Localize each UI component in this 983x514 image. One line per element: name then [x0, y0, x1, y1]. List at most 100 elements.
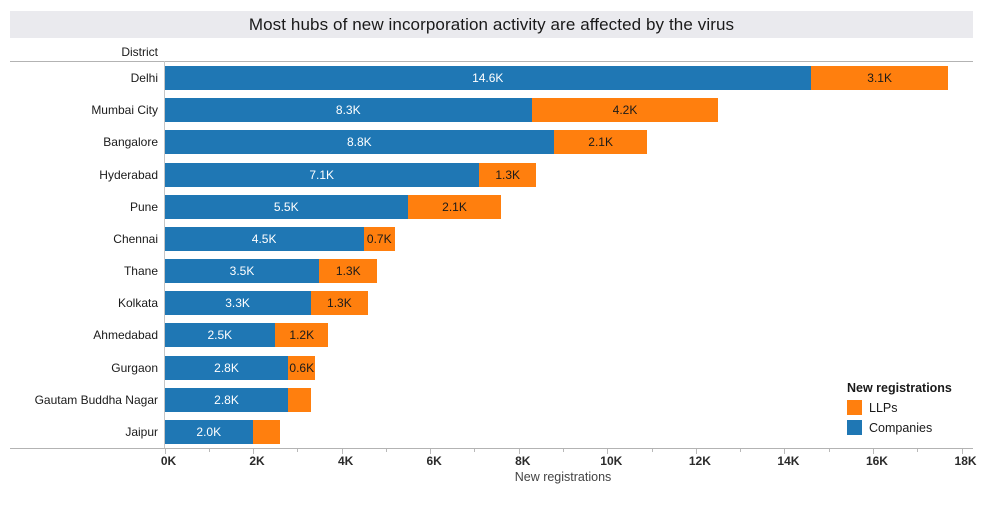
major-tick: [784, 449, 786, 454]
x-axis-title: New registrations: [514, 470, 612, 484]
major-tick: [518, 449, 520, 454]
x-tick-label: 4K: [337, 454, 354, 468]
major-tick: [341, 449, 343, 454]
minor-tick: [740, 449, 742, 452]
x-axis-line: [10, 448, 973, 449]
bar-segment-companies-thane[interactable]: 3.5K: [164, 259, 320, 284]
bar-value-label: 1.2K: [289, 328, 315, 343]
major-tick: [253, 449, 255, 454]
category-label: Ahmedabad: [93, 328, 158, 343]
bar-segment-companies-kolkata[interactable]: 3.3K: [164, 291, 311, 316]
district-column-header: District: [121, 45, 158, 59]
bar-segment-companies-bangalore[interactable]: 8.8K: [164, 130, 555, 155]
category-label: Thane: [123, 264, 158, 279]
bar-segment-companies-hyderabad[interactable]: 7.1K: [164, 162, 479, 187]
bar-segment-llps-ahmedabad[interactable]: 1.2K: [275, 323, 329, 348]
minor-tick: [385, 449, 387, 452]
bar-segment-llps-chennai[interactable]: 0.7K: [363, 226, 395, 251]
bar-segment-companies-gurgaon[interactable]: 2.8K: [164, 355, 289, 380]
category-label: Gurgaon: [111, 360, 158, 375]
major-tick: [430, 449, 432, 454]
category-label: Bangalore: [103, 135, 158, 150]
minor-tick: [563, 449, 565, 452]
bar-segment-companies-jaipur[interactable]: 2.0K: [164, 419, 254, 444]
legend-item-companies[interactable]: Companies: [847, 420, 977, 435]
bar-segment-companies-mumbai-city[interactable]: 8.3K: [164, 98, 533, 123]
category-label: Pune: [129, 199, 158, 214]
bar-value-label: 2.1K: [588, 135, 613, 150]
bar-segment-companies-pune[interactable]: 5.5K: [164, 194, 409, 219]
minor-tick: [208, 449, 210, 452]
llps-swatch-icon: [847, 400, 862, 415]
bar-value-label: 4.2K: [612, 103, 638, 118]
chart-title: Most hubs of new incorporation activity …: [248, 14, 735, 34]
bar-value-label: 2.8K: [214, 392, 239, 407]
header-divider-line: [10, 61, 973, 62]
bar-value-label: 1.3K: [495, 167, 520, 182]
bar-value-label: 2.5K: [207, 328, 233, 343]
major-tick: [607, 449, 609, 454]
bar-value-label: 2.1K: [442, 199, 467, 214]
bar-segment-llps-pune[interactable]: 2.1K: [408, 194, 502, 219]
x-tick-label: 12K: [688, 454, 711, 468]
legend-item-llps[interactable]: LLPs: [847, 400, 977, 415]
companies-swatch-icon: [847, 420, 862, 435]
major-tick: [872, 449, 874, 454]
bar-value-label: 2.0K: [196, 424, 222, 439]
bar-value-label: 8.8K: [346, 135, 372, 150]
bar-value-label: 2.8K: [214, 360, 239, 375]
bar-segment-companies-ahmedabad[interactable]: 2.5K: [164, 323, 276, 348]
x-tick-label: 14K: [777, 454, 800, 468]
legend-title: New registrations: [847, 381, 952, 395]
bar-segment-llps-kolkata[interactable]: 1.3K: [310, 291, 369, 316]
bar-segment-companies-chennai[interactable]: 4.5K: [164, 226, 364, 251]
minor-tick: [651, 449, 653, 452]
bar-value-label: 3.1K: [867, 71, 892, 86]
minor-tick: [474, 449, 476, 452]
bar-segment-companies-gautam-buddha-nagar[interactable]: 2.8K: [164, 387, 289, 412]
category-label: Kolkata: [117, 296, 158, 311]
bar-value-label: 1.3K: [335, 264, 361, 279]
bar-value-label: 4.5K: [251, 231, 277, 246]
x-tick-label: 10K: [600, 454, 623, 468]
legend: New registrations LLPs Companies: [847, 381, 977, 440]
bar-segment-companies-delhi[interactable]: 14.6K: [164, 66, 811, 91]
category-label: Delhi: [130, 71, 158, 86]
bar-value-label: 7.1K: [309, 167, 335, 182]
x-tick-label: 0K: [160, 454, 177, 468]
major-tick: [164, 449, 166, 454]
bar-value-label: 0.7K: [366, 231, 392, 246]
major-tick: [695, 449, 697, 454]
category-label: Chennai: [113, 231, 158, 246]
bar-value-label: 1.3K: [327, 296, 352, 311]
category-label: Gautam Buddha Nagar: [34, 392, 158, 407]
bar-segment-llps-jaipur[interactable]: [253, 419, 280, 444]
x-tick-label: 8K: [515, 454, 531, 468]
bar-segment-llps-gurgaon[interactable]: 0.6K: [288, 355, 316, 380]
category-label: Mumbai City: [91, 103, 158, 118]
bar-segment-llps-mumbai-city[interactable]: 4.2K: [532, 98, 718, 123]
bar-value-label: 3.3K: [225, 296, 250, 311]
bar-segment-llps-delhi[interactable]: 3.1K: [810, 66, 949, 91]
chart-title-band: Most hubs of new incorporation activity …: [10, 11, 973, 38]
bar-value-label: 8.3K: [335, 103, 361, 118]
minor-tick: [297, 449, 299, 452]
bar-value-label: 3.5K: [229, 264, 255, 279]
category-label: Jaipur: [125, 424, 158, 439]
x-tick-label: 6K: [426, 454, 442, 468]
bar-segment-llps-gautam-buddha-nagar[interactable]: [288, 387, 311, 412]
major-tick: [961, 449, 963, 454]
bar-value-label: 5.5K: [273, 199, 299, 214]
bar-value-label: 14.6K: [472, 71, 504, 86]
category-label: Hyderabad: [99, 167, 158, 182]
x-tick-label: 16K: [865, 454, 888, 468]
minor-tick: [917, 449, 919, 452]
legend-item-label: Companies: [869, 420, 933, 435]
x-tick-label: 2K: [249, 454, 265, 468]
x-tick-label: 18K: [954, 454, 977, 468]
bar-segment-llps-hyderabad[interactable]: 1.3K: [478, 162, 537, 187]
bar-segment-llps-bangalore[interactable]: 2.1K: [554, 130, 648, 155]
bar-segment-llps-thane[interactable]: 1.3K: [319, 259, 378, 284]
legend-item-label: LLPs: [869, 400, 898, 415]
